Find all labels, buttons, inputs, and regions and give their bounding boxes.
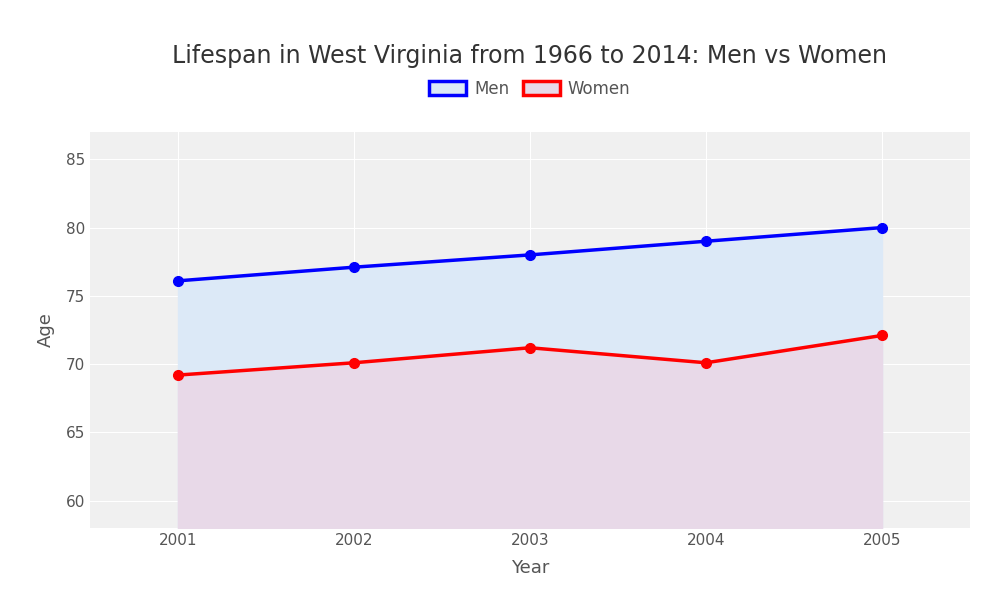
X-axis label: Year: Year	[511, 559, 549, 577]
Title: Lifespan in West Virginia from 1966 to 2014: Men vs Women: Lifespan in West Virginia from 1966 to 2…	[173, 44, 888, 68]
Y-axis label: Age: Age	[37, 313, 55, 347]
Legend: Men, Women: Men, Women	[423, 73, 637, 104]
